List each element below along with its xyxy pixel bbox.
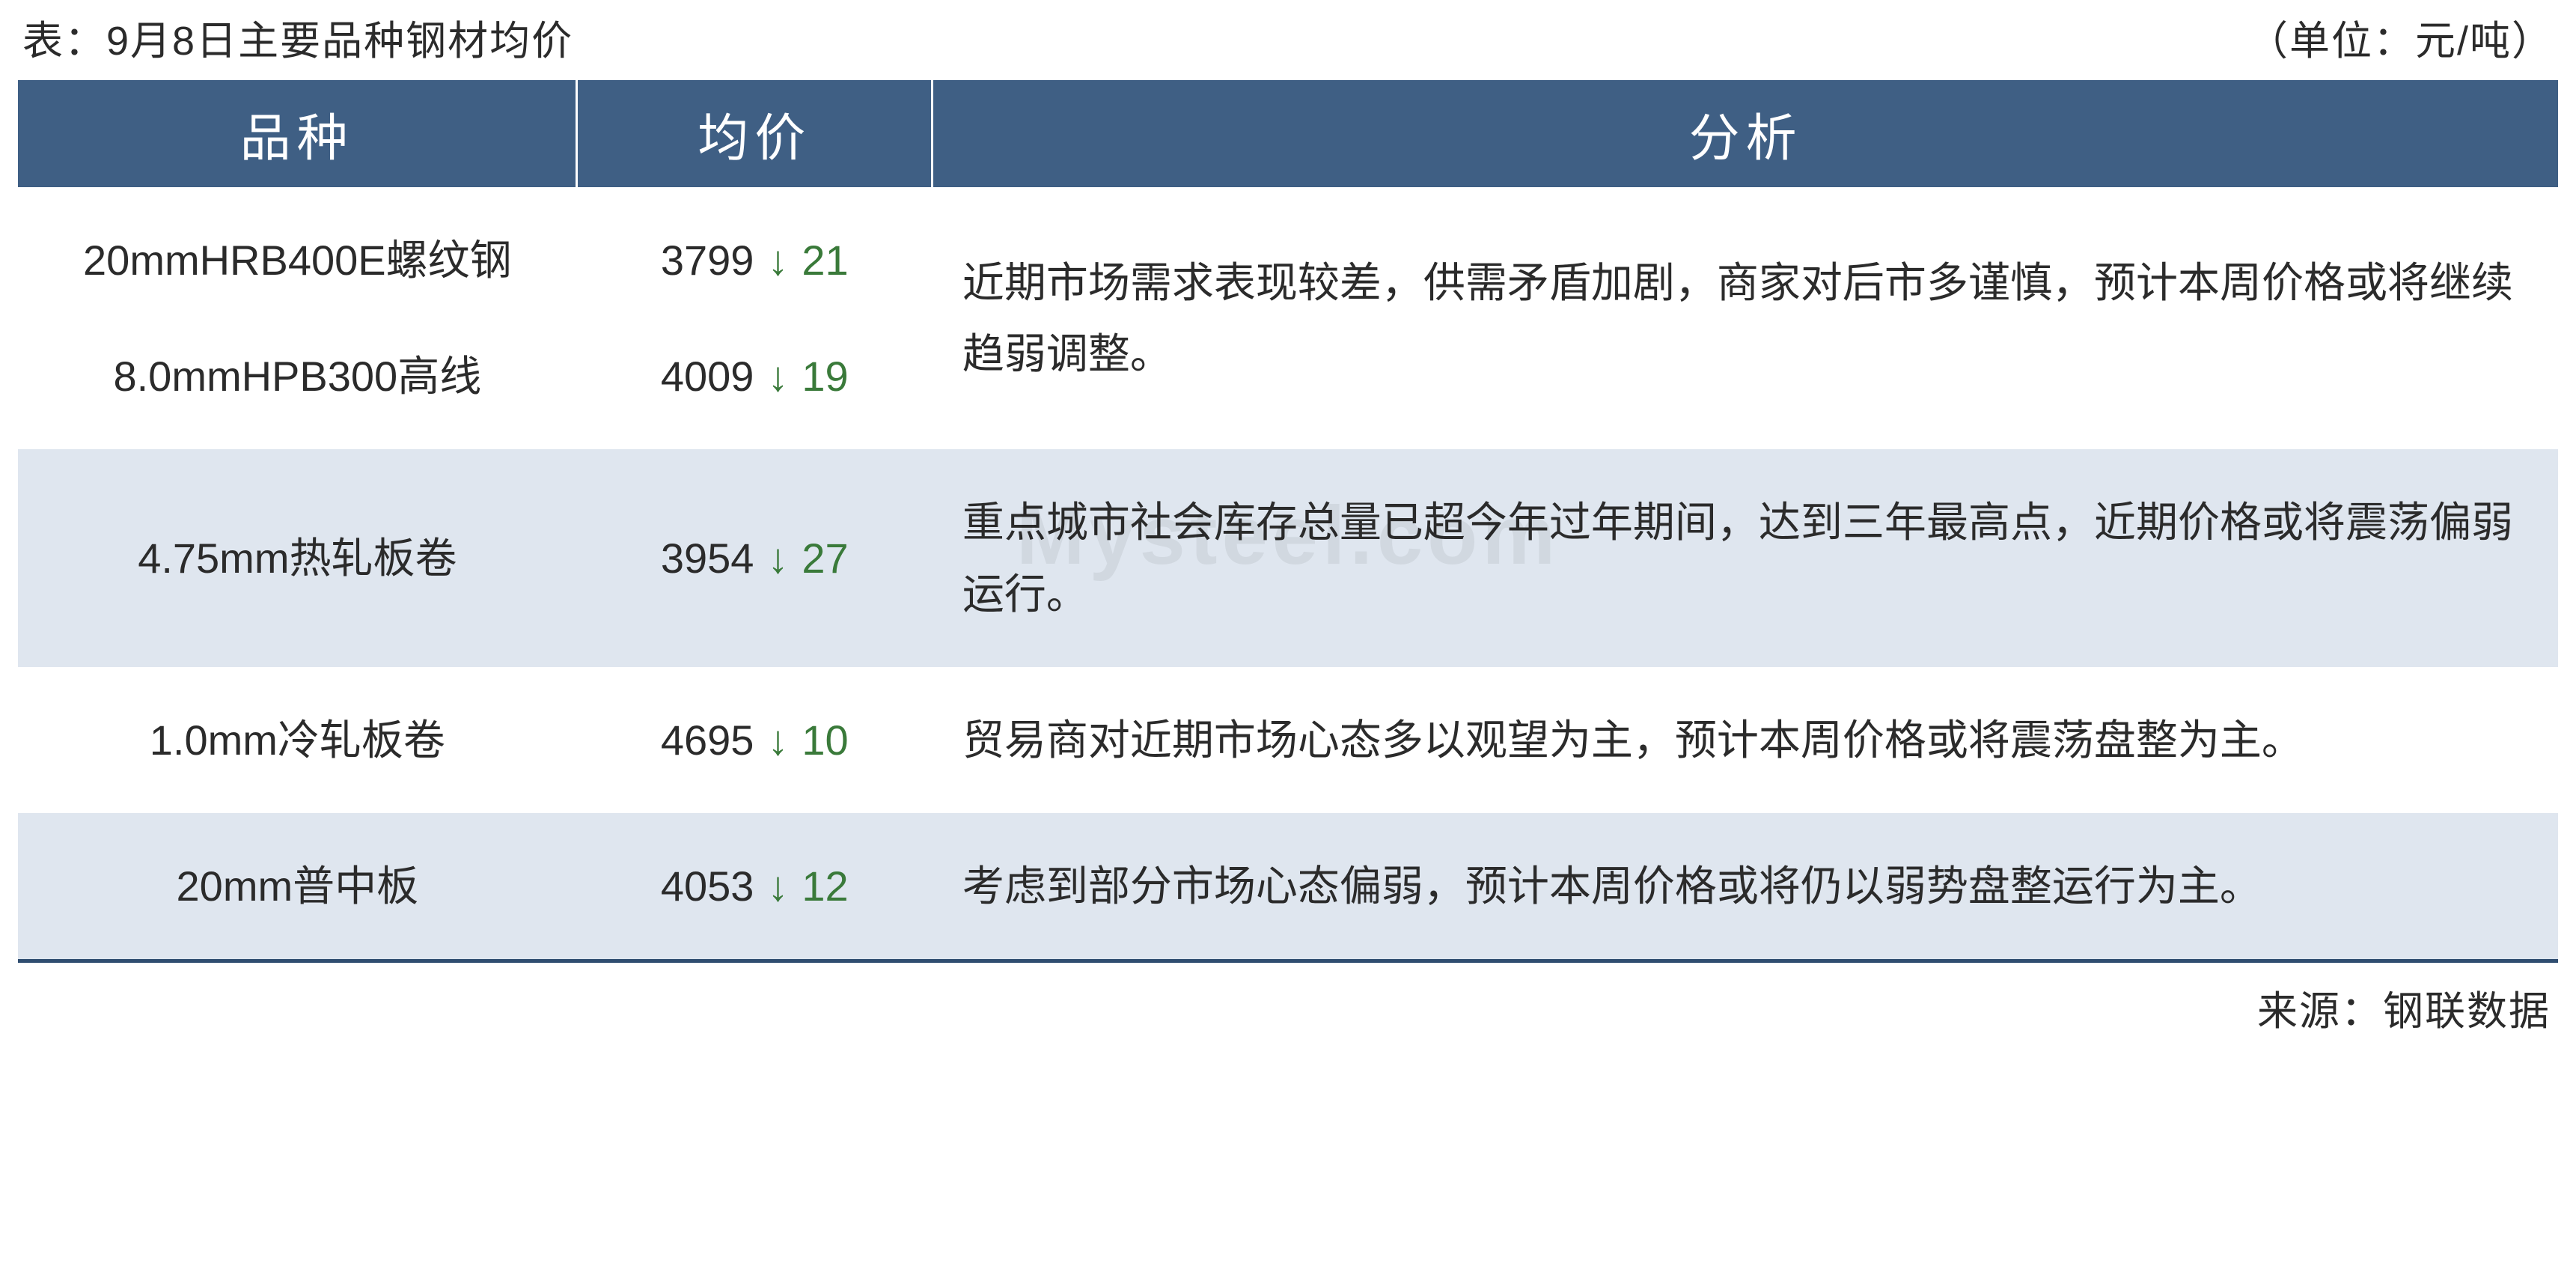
analysis-cell: 近期市场需求表现较差，供需矛盾加剧，商家对后市多谨慎，预计本周价格或将继续趋弱调…: [933, 187, 2558, 449]
price-cell: 3799 ↓ 21: [607, 225, 903, 296]
col-header-price: 均价: [577, 80, 933, 187]
source-label: 来源：钢联数据: [18, 963, 2558, 1037]
table-row: 20mm普中板 4053 ↓ 12 考虑到部分市场心态偏弱，预计本周价格或将仍以…: [18, 813, 2558, 961]
price-value: 3954: [661, 523, 754, 594]
analysis-cell: 考虑到部分市场心态偏弱，预计本周价格或将仍以弱势盘整运行为主。: [933, 813, 2558, 961]
table-row: 1.0mm冷轧板卷 4695 ↓ 10 贸易商对近期市场心态多以观望为主，预计本…: [18, 667, 2558, 813]
table-row: 4.75mm热轧板卷 3954 ↓ 27 重点城市社会库存总量已超今年过年期间，…: [18, 449, 2558, 666]
price-delta: 12: [802, 850, 848, 922]
price-delta: 19: [802, 341, 848, 412]
down-arrow-icon: ↓: [767, 523, 788, 594]
col-header-variety: 品种: [18, 80, 577, 187]
down-arrow-icon: ↓: [767, 705, 788, 776]
analysis-cell: 贸易商对近期市场心态多以观望为主，预计本周价格或将震荡盘整为主。: [933, 667, 2558, 813]
price-delta: 21: [802, 225, 848, 296]
table-header-row: 品种 均价 分析: [18, 80, 2558, 187]
down-arrow-icon: ↓: [767, 341, 788, 412]
price-cell: 3954 ↓ 27: [661, 523, 849, 594]
unit-label: （单位：元/吨）: [2247, 7, 2554, 67]
price-delta: 27: [802, 523, 848, 594]
title-bar: 表：9月8日主要品种钢材均价 （单位：元/吨）: [18, 7, 2558, 80]
report-container: Mysteel.com 表：9月8日主要品种钢材均价 （单位：元/吨） 品种 均…: [0, 0, 2576, 1052]
price-cell: 4695 ↓ 10: [661, 705, 849, 776]
steel-price-table: 品种 均价 分析 20mmHRB400E螺纹钢 8.0mmHPB300高线 37…: [18, 80, 2558, 963]
price-value: 4009: [661, 341, 754, 412]
price-cell: 4053 ↓ 12: [661, 850, 849, 922]
col-header-analysis: 分析: [933, 80, 2558, 187]
price-delta: 10: [802, 705, 848, 776]
variety-cell: 4.75mm热轧板卷: [18, 449, 577, 666]
table-title: 表：9月8日主要品种钢材均价: [22, 7, 573, 67]
variety-cell: 1.0mm冷轧板卷: [18, 667, 577, 813]
variety-cell: 20mmHRB400E螺纹钢: [48, 225, 547, 296]
down-arrow-icon: ↓: [767, 225, 788, 296]
analysis-cell: 重点城市社会库存总量已超今年过年期间，达到三年最高点，近期价格或将震荡偏弱运行。: [933, 449, 2558, 666]
variety-cell: 8.0mmHPB300高线: [48, 341, 547, 412]
price-value: 4695: [661, 705, 754, 776]
price-cell: 4009 ↓ 19: [607, 341, 903, 412]
price-value: 4053: [661, 850, 754, 922]
variety-cell: 20mm普中板: [18, 813, 577, 961]
price-value: 3799: [661, 225, 754, 296]
down-arrow-icon: ↓: [767, 850, 788, 922]
table-row: 20mmHRB400E螺纹钢 8.0mmHPB300高线 3799 ↓ 21 4…: [18, 187, 2558, 449]
